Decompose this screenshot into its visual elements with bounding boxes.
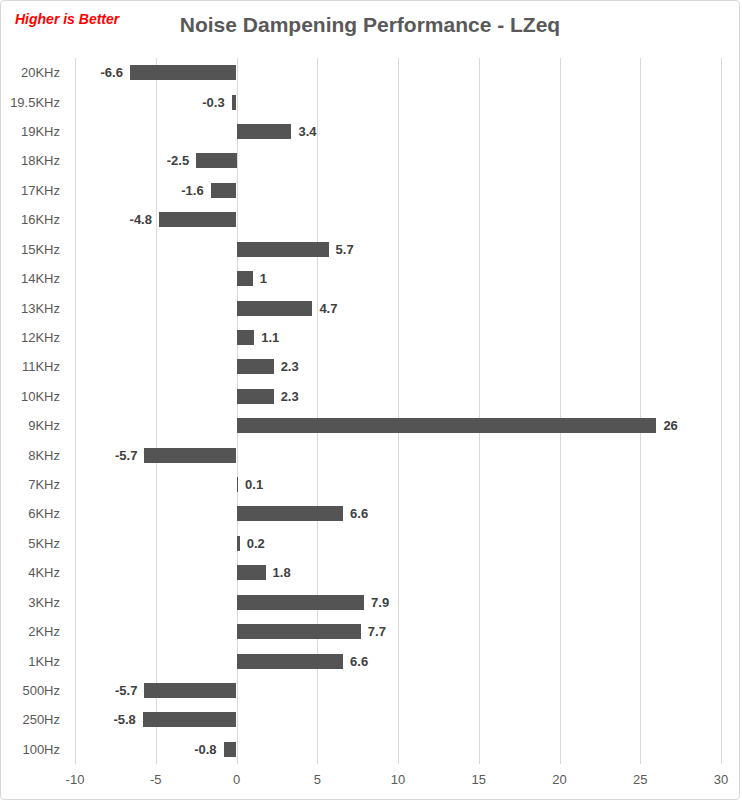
data-label-100hz: -0.8 [194,742,216,757]
bar-13khz [237,301,313,316]
category-label-18khz: 18KHz [7,146,60,175]
category-label-12khz: 12KHz [7,323,60,352]
data-label-1khz: 6.6 [350,654,368,669]
data-label-19.5khz: -0.3 [202,95,224,110]
x-tick-label: -5 [126,772,186,787]
bar-10khz [237,389,274,404]
x-tick-label: 20 [530,772,590,787]
data-label-2khz: 7.7 [368,624,386,639]
bar-9khz [237,418,657,433]
bar-8khz [144,448,236,463]
category-label-250hz: 250Hz [7,705,60,734]
category-label-500hz: 500Hz [7,676,60,705]
gridline [156,58,157,764]
category-label-8khz: 8KHz [7,440,60,469]
bar-7khz [237,477,239,492]
bar-12khz [237,330,255,345]
category-label-11khz: 11KHz [7,352,60,381]
category-label-2khz: 2KHz [7,617,60,646]
bar-16khz [159,212,237,227]
bar-4khz [237,565,266,580]
category-label-16khz: 16KHz [7,205,60,234]
data-label-10khz: 2.3 [281,389,299,404]
category-label-6khz: 6KHz [7,499,60,528]
noise-dampening-chart: Higher is Better Noise Dampening Perform… [0,0,740,800]
x-tick-label: 25 [610,772,670,787]
x-tick-label: 5 [287,772,347,787]
data-label-14khz: 1 [260,271,267,286]
bar-20khz [130,65,237,80]
gridline [75,58,76,764]
data-label-20khz: -6.6 [101,65,123,80]
bar-19khz [237,124,292,139]
x-tick-label: 0 [207,772,267,787]
bar-17khz [211,183,237,198]
bar-6khz [237,506,344,521]
gridline [721,58,722,764]
category-label-4khz: 4KHz [7,558,60,587]
x-tick-label: 10 [368,772,428,787]
bar-15khz [237,242,329,257]
data-label-5khz: 0.2 [247,536,265,551]
data-label-9khz: 26 [663,418,677,433]
category-label-13khz: 13KHz [7,293,60,322]
gridline [479,58,480,764]
chart-title: Noise Dampening Performance - LZeq [1,13,739,37]
data-label-19khz: 3.4 [298,124,316,139]
gridline [560,58,561,764]
data-label-16khz: -4.8 [130,212,152,227]
category-label-7khz: 7KHz [7,470,60,499]
bar-19.5khz [232,95,237,110]
bar-14khz [237,271,253,286]
category-label-19.5khz: 19.5KHz [7,87,60,116]
data-label-6khz: 6.6 [350,506,368,521]
bar-3khz [237,595,365,610]
category-label-19khz: 19KHz [7,117,60,146]
plot-area: -6.6-0.33.4-2.5-1.6-4.85.714.71.12.32.32… [75,58,721,764]
bar-11khz [237,359,274,374]
category-label-17khz: 17KHz [7,176,60,205]
category-label-20khz: 20KHz [7,58,60,87]
category-label-5khz: 5KHz [7,529,60,558]
category-label-1khz: 1KHz [7,646,60,675]
category-label-9khz: 9KHz [7,411,60,440]
category-label-3khz: 3KHz [7,588,60,617]
data-label-4khz: 1.8 [273,565,291,580]
category-label-15khz: 15KHz [7,235,60,264]
data-label-250hz: -5.8 [113,712,135,727]
data-label-12khz: 1.1 [261,330,279,345]
bar-250hz [143,712,237,727]
x-tick-label: 15 [449,772,509,787]
bar-5khz [237,536,240,551]
data-label-8khz: -5.7 [115,448,137,463]
category-label-14khz: 14KHz [7,264,60,293]
category-label-10khz: 10KHz [7,382,60,411]
data-label-13khz: 4.7 [319,301,337,316]
gridline [640,58,641,764]
bar-100hz [224,742,237,757]
x-tick-label: 30 [691,772,740,787]
data-label-500hz: -5.7 [115,683,137,698]
data-label-17khz: -1.6 [181,183,203,198]
category-label-100hz: 100Hz [7,735,60,764]
data-label-3khz: 7.9 [371,595,389,610]
data-label-18khz: -2.5 [167,153,189,168]
gridline [398,58,399,764]
x-tick-label: -10 [45,772,105,787]
bar-18khz [196,153,236,168]
data-label-7khz: 0.1 [245,477,263,492]
data-label-15khz: 5.7 [336,242,354,257]
data-label-11khz: 2.3 [281,359,299,374]
bar-500hz [144,683,236,698]
bar-1khz [237,654,344,669]
bar-2khz [237,624,361,639]
